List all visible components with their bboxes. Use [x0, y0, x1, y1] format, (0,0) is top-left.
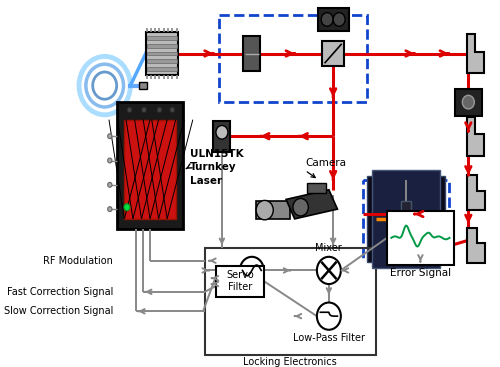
Circle shape [108, 182, 112, 187]
Circle shape [157, 107, 162, 113]
Text: Slow Correction Signal: Slow Correction Signal [4, 306, 113, 316]
FancyBboxPatch shape [146, 44, 178, 48]
Circle shape [170, 107, 175, 113]
Text: Fast Correction Signal: Fast Correction Signal [7, 287, 113, 297]
Polygon shape [466, 34, 483, 73]
Text: ULN15TK: ULN15TK [190, 149, 244, 159]
Polygon shape [466, 175, 485, 210]
Polygon shape [256, 201, 290, 219]
Text: Mixer: Mixer [316, 243, 342, 253]
Circle shape [142, 107, 146, 113]
Circle shape [108, 158, 112, 163]
Text: Locking Electronics: Locking Electronics [244, 357, 337, 367]
Text: Camera: Camera [305, 158, 346, 168]
Circle shape [108, 207, 112, 211]
Text: RF Modulation: RF Modulation [44, 256, 113, 266]
FancyBboxPatch shape [387, 211, 454, 265]
Circle shape [293, 199, 308, 216]
FancyBboxPatch shape [139, 82, 147, 90]
Text: Low-Pass Filter: Low-Pass Filter [293, 333, 365, 343]
Text: Servo
Filter: Servo Filter [226, 270, 254, 292]
Circle shape [333, 12, 345, 26]
Circle shape [127, 107, 132, 113]
Text: Error Signal: Error Signal [390, 269, 451, 279]
FancyBboxPatch shape [454, 88, 482, 116]
Circle shape [321, 12, 333, 26]
FancyBboxPatch shape [308, 183, 326, 193]
Circle shape [124, 204, 130, 211]
Circle shape [462, 95, 474, 109]
FancyBboxPatch shape [124, 120, 176, 219]
FancyBboxPatch shape [216, 266, 264, 297]
FancyBboxPatch shape [146, 36, 178, 40]
Polygon shape [286, 190, 338, 219]
FancyBboxPatch shape [322, 41, 344, 66]
FancyBboxPatch shape [366, 176, 445, 262]
FancyBboxPatch shape [146, 59, 178, 63]
Circle shape [216, 126, 228, 139]
FancyBboxPatch shape [146, 51, 178, 55]
Circle shape [317, 257, 341, 284]
Circle shape [256, 200, 274, 220]
FancyBboxPatch shape [146, 32, 178, 75]
Circle shape [317, 302, 341, 330]
FancyBboxPatch shape [214, 121, 230, 152]
Polygon shape [466, 117, 483, 156]
FancyBboxPatch shape [318, 8, 348, 31]
Polygon shape [466, 228, 485, 263]
FancyBboxPatch shape [372, 170, 440, 268]
FancyBboxPatch shape [244, 36, 260, 71]
Text: Turnkey: Turnkey [190, 162, 237, 172]
FancyBboxPatch shape [116, 102, 184, 229]
FancyBboxPatch shape [146, 67, 178, 71]
Text: Laser: Laser [190, 176, 222, 186]
FancyBboxPatch shape [400, 201, 411, 236]
Circle shape [240, 257, 264, 284]
Circle shape [108, 134, 112, 139]
